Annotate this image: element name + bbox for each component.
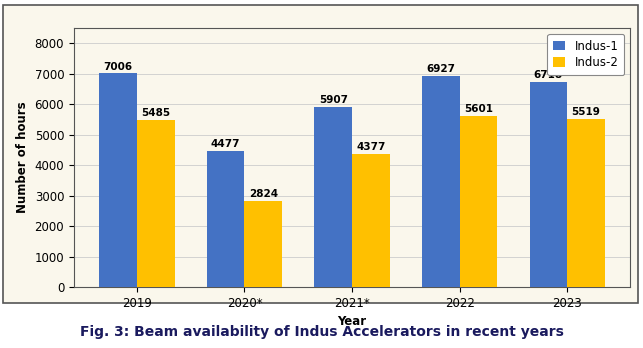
Bar [567, 119, 605, 287]
Text: 6718: 6718 [534, 70, 563, 80]
Text: 5485: 5485 [141, 108, 170, 118]
Text: 4377: 4377 [356, 142, 386, 152]
X-axis label: Year: Year [338, 315, 367, 329]
Bar [460, 116, 497, 287]
Text: 6927: 6927 [426, 64, 455, 74]
Bar [99, 73, 137, 287]
Legend: Indus-1, Indus-2: Indus-1, Indus-2 [547, 34, 624, 75]
Text: 5519: 5519 [572, 107, 601, 117]
Bar [244, 201, 282, 287]
Text: 5907: 5907 [319, 95, 348, 105]
Bar [314, 107, 352, 287]
Bar [352, 153, 390, 287]
Bar [137, 120, 174, 287]
Text: Fig. 3: Beam availability of Indus Accelerators in recent years: Fig. 3: Beam availability of Indus Accel… [80, 325, 563, 339]
Bar [530, 82, 567, 287]
Text: 2824: 2824 [249, 189, 278, 199]
Text: 5601: 5601 [464, 104, 493, 114]
Bar [422, 76, 460, 287]
Text: 7006: 7006 [104, 62, 132, 72]
Text: 4477: 4477 [211, 139, 240, 149]
Y-axis label: Number of hours: Number of hours [16, 102, 29, 213]
Bar [207, 151, 244, 287]
